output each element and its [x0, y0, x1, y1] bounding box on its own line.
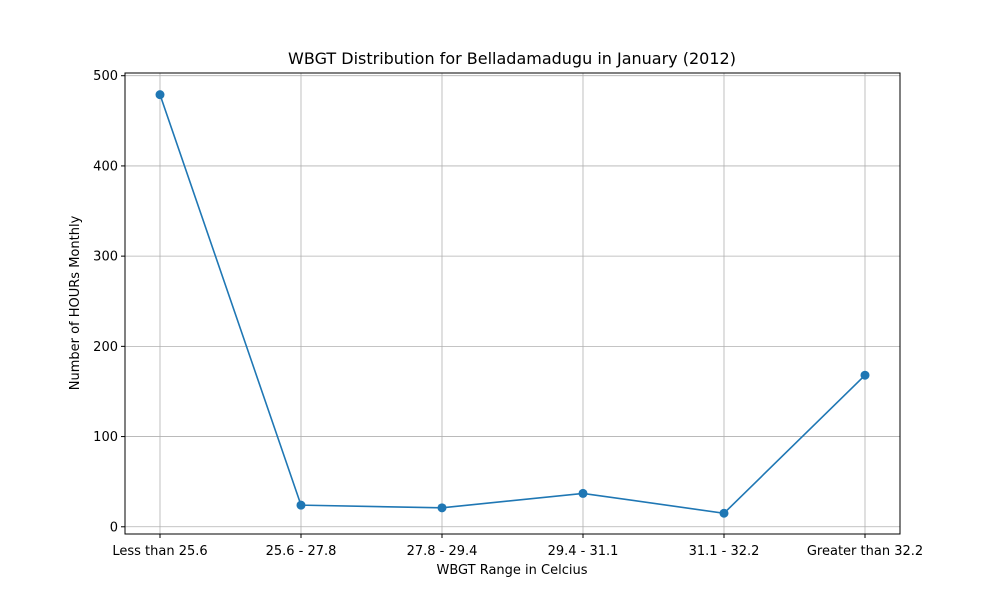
x-tick-label: 27.8 - 29.4 — [407, 544, 478, 559]
y-tick-label: 300 — [93, 250, 118, 265]
plot-area — [124, 72, 901, 535]
x-tick-label: Less than 25.6 — [112, 544, 207, 559]
data-point — [155, 90, 165, 100]
x-tick-label: 25.6 - 27.8 — [266, 544, 337, 559]
x-axis: Less than 25.6 25.6 - 27.8 27.8 - 29.4 29.4… — [112, 534, 923, 559]
data-point — [719, 508, 729, 518]
y-tick-label: 200 — [93, 340, 118, 355]
y-tick-label: 400 — [93, 159, 118, 174]
grid-lines — [125, 73, 900, 534]
y-axis: 0 100 200 300 400 500 — [93, 69, 125, 535]
y-axis-label: Number of HOURs Monthly — [68, 215, 83, 390]
data-point — [578, 488, 588, 498]
x-tick-label: Greater than 32.2 — [807, 544, 923, 559]
data-point — [296, 500, 306, 510]
y-tick-label: 0 — [110, 520, 118, 535]
x-tick-label: 29.4 - 31.1 — [548, 544, 619, 559]
data-point — [860, 370, 870, 380]
y-tick-label: 500 — [93, 69, 118, 84]
series-line — [159, 94, 866, 515]
x-tick-label: 31.1 - 32.2 — [689, 544, 760, 559]
data-points — [155, 90, 870, 518]
data-point — [437, 503, 447, 513]
chart-title: WBGT Distribution for Belladamadugu in J… — [288, 49, 736, 68]
x-axis-label: WBGT Range in Celcius — [436, 563, 587, 578]
y-tick-label: 100 — [93, 430, 118, 445]
